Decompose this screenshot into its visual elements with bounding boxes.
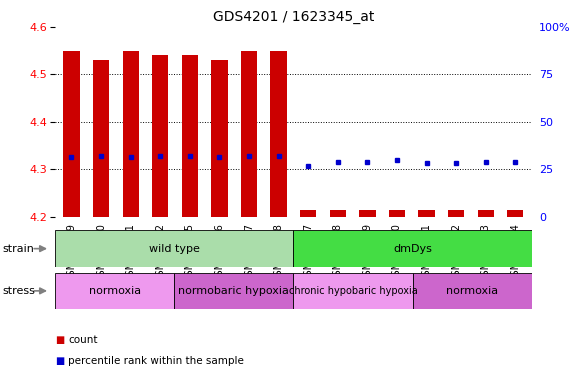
Bar [211,60,228,217]
Bar [329,210,346,217]
Text: strain: strain [3,243,35,254]
Bar [63,51,80,217]
Bar [55,273,174,309]
Text: stress: stress [3,286,36,296]
Text: normoxia: normoxia [89,286,141,296]
Text: percentile rank within the sample: percentile rank within the sample [68,356,244,366]
Bar [271,51,287,217]
Bar [123,51,139,217]
Bar [413,273,532,309]
Text: normobaric hypoxia: normobaric hypoxia [178,286,289,296]
Text: GDS4201 / 1623345_at: GDS4201 / 1623345_at [213,10,374,23]
Text: chronic hypobaric hypoxia: chronic hypobaric hypoxia [289,286,417,296]
Bar [293,273,413,309]
Bar [507,210,523,217]
Bar [418,210,435,217]
Bar [182,55,198,217]
Text: ■: ■ [55,335,64,345]
Bar [55,230,293,267]
Bar [293,230,532,267]
Bar [359,210,375,217]
Bar [478,210,494,217]
Bar [174,273,293,309]
Text: ■: ■ [55,356,64,366]
Text: dmDys: dmDys [393,243,432,254]
Bar [389,210,405,217]
Text: wild type: wild type [149,243,200,254]
Bar [300,210,316,217]
Text: normoxia: normoxia [446,286,498,296]
Bar [152,55,168,217]
Bar [448,210,464,217]
Bar [241,51,257,217]
Bar [93,60,109,217]
Text: count: count [68,335,98,345]
